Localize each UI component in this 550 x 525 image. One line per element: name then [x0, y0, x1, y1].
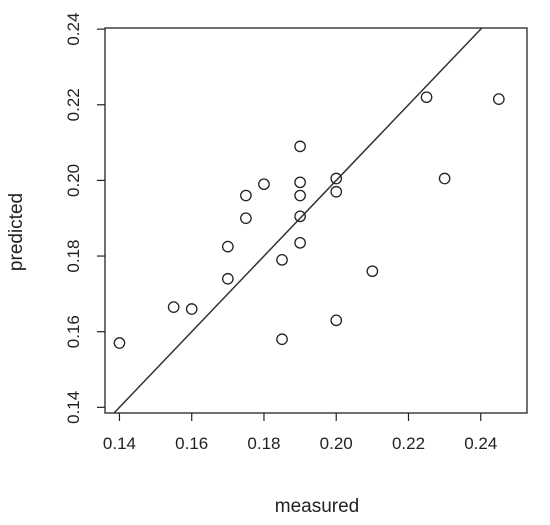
data-point — [294, 236, 306, 249]
y-tick-label: 0.20 — [64, 164, 83, 197]
data-point — [113, 337, 126, 349]
x-tick-label: 0.18 — [247, 434, 280, 453]
data-point — [294, 210, 306, 223]
data-points-layer — [113, 91, 505, 349]
data-point — [276, 333, 288, 346]
y-axis-title: predicted — [6, 193, 27, 271]
data-point — [492, 93, 505, 105]
y-tick-label: 0.22 — [64, 88, 83, 121]
y-tick-label: 0.24 — [64, 13, 83, 46]
x-tick-label: 0.14 — [103, 434, 136, 453]
data-point — [276, 253, 288, 266]
x-tick-label: 0.20 — [320, 434, 353, 453]
y-tick-label: 0.18 — [64, 240, 83, 273]
data-point — [240, 189, 252, 202]
data-point — [258, 178, 270, 191]
data-point — [330, 172, 343, 185]
y-axis: 0.14 0.16 0.18 0.20 0.22 0.24 — [64, 13, 105, 424]
x-tick-label: 0.16 — [175, 434, 208, 453]
data-point — [185, 303, 198, 315]
data-point — [294, 189, 306, 202]
data-point — [330, 185, 343, 198]
data-point — [167, 301, 180, 313]
data-point — [438, 172, 451, 185]
plot-frame — [104, 27, 528, 414]
data-point — [240, 212, 252, 225]
x-tick-label: 0.22 — [392, 434, 425, 453]
x-axis-title: measured — [275, 496, 360, 517]
data-point — [221, 240, 234, 253]
data-point — [294, 140, 306, 153]
x-axis: 0.14 0.16 0.18 0.20 0.22 0.24 — [103, 413, 497, 453]
y-tick-label: 0.14 — [64, 391, 83, 424]
data-point — [330, 314, 343, 327]
x-tick-label: 0.24 — [464, 434, 497, 453]
data-point — [221, 272, 234, 285]
data-point — [420, 91, 433, 104]
y-tick-label: 0.16 — [64, 315, 83, 348]
data-point — [366, 265, 379, 278]
data-point — [294, 176, 306, 189]
